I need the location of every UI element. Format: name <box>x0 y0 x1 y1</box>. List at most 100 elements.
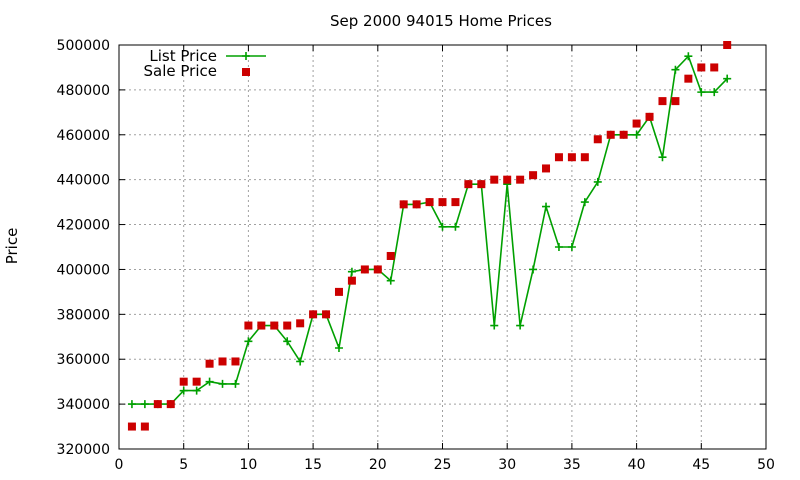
y-tick-label: 500000 <box>57 38 110 54</box>
sale-price-point <box>140 422 149 431</box>
list-price-point <box>283 337 292 346</box>
y-tick-label: 460000 <box>57 128 110 144</box>
list-price-point <box>334 344 343 352</box>
sale-price-point <box>645 112 654 121</box>
sale-price-point <box>270 321 279 330</box>
y-tick-label: 480000 <box>57 83 110 99</box>
sale-price-point <box>671 97 680 106</box>
list-price-point <box>529 265 538 274</box>
y-tick-label: 320000 <box>57 442 110 458</box>
sale-price-point <box>309 310 318 319</box>
sale-price-point <box>451 198 460 207</box>
legend-symbol-list-price <box>226 52 266 60</box>
list-price-point <box>438 222 447 231</box>
sale-price-point <box>153 400 162 409</box>
sale-price-point <box>554 153 563 162</box>
sale-price-point <box>632 119 641 128</box>
list-price-point <box>127 400 136 409</box>
sale-price-point <box>619 130 628 139</box>
sale-price-point <box>723 41 732 49</box>
sale-price-point <box>322 310 331 319</box>
sale-price-point <box>399 200 408 209</box>
sale-price-point <box>166 400 175 409</box>
x-tick-label: 5 <box>179 457 188 473</box>
sale-price-point <box>360 265 369 274</box>
x-tick-label: 35 <box>563 457 581 473</box>
legend-label-sale-price: Sale Price <box>144 62 217 80</box>
list-price-point <box>451 222 460 231</box>
sale-price-point <box>283 321 292 330</box>
list-price-point <box>593 177 602 186</box>
axis-ticks <box>118 44 767 450</box>
list-price-point <box>684 52 693 61</box>
chart-title: Sep 2000 94015 Home Prices <box>330 12 552 30</box>
sale-price-point <box>529 171 538 180</box>
list-price-point <box>192 386 201 395</box>
sale-price-point <box>580 153 589 162</box>
list-price-point <box>697 88 706 97</box>
y-tick-label: 380000 <box>57 307 110 323</box>
series-sale-price <box>127 41 732 431</box>
y-tick-labels: 320000 340000 360000 380000 400000 420000 4400… <box>57 38 110 458</box>
sale-price-point <box>179 377 188 386</box>
list-price-point <box>347 267 356 276</box>
list-price-point <box>580 198 589 207</box>
x-tick-label: 25 <box>434 457 452 473</box>
sale-price-point <box>542 164 551 173</box>
sale-price-point <box>386 251 395 260</box>
sale-price-point <box>593 135 602 144</box>
sale-price-point <box>425 198 434 207</box>
x-tick-label: 15 <box>304 457 322 473</box>
sale-price-point <box>503 175 512 184</box>
sale-price-point <box>231 357 240 366</box>
x-tick-label: 50 <box>757 457 775 473</box>
sale-price-point <box>347 276 356 285</box>
y-tick-label: 400000 <box>57 262 110 278</box>
x-tick-label: 45 <box>692 457 710 473</box>
sale-price-point <box>658 97 667 106</box>
sale-price-point <box>412 200 421 209</box>
list-price-point <box>554 243 563 251</box>
sale-price-point <box>334 287 343 296</box>
sale-price-point <box>296 319 305 328</box>
sale-price-point <box>490 175 499 184</box>
sale-price-point <box>205 359 214 368</box>
legend: List Price Sale Price <box>144 47 266 80</box>
series-line-list-price <box>131 54 728 405</box>
y-tick-label: 360000 <box>57 352 110 368</box>
list-price-point <box>658 153 667 162</box>
sale-price-point <box>710 63 719 72</box>
list-price-point <box>218 379 227 388</box>
y-axis-label: Price <box>3 228 21 265</box>
x-tick-label: 30 <box>498 457 516 473</box>
list-price-point <box>710 88 719 97</box>
sale-price-point <box>684 74 693 83</box>
list-price-point <box>542 202 551 211</box>
list-price-point <box>490 321 499 330</box>
list-price-point <box>231 379 240 388</box>
y-tick-label: 420000 <box>57 218 110 234</box>
x-tick-label: 40 <box>628 457 646 473</box>
list-price-point <box>516 321 525 330</box>
list-price-point <box>140 400 149 409</box>
sale-price-point <box>244 321 253 330</box>
sale-price-point <box>257 321 266 330</box>
x-tick-label: 10 <box>239 457 257 473</box>
sale-price-point <box>218 357 227 366</box>
list-price-point <box>386 276 395 285</box>
grid-lines <box>119 45 766 449</box>
list-price-point <box>632 130 641 139</box>
y-tick-label: 340000 <box>57 397 110 413</box>
sale-price-point <box>697 63 706 72</box>
legend-label-list-price: List Price <box>149 47 217 65</box>
legend-square <box>242 68 250 76</box>
sale-price-point <box>373 265 382 274</box>
list-price-point <box>244 337 253 346</box>
x-tick-label: 0 <box>115 457 124 473</box>
sale-price-point <box>606 130 615 139</box>
x-tick-label: 20 <box>369 457 387 473</box>
sale-price-point <box>516 175 525 184</box>
sale-price-point <box>477 180 486 189</box>
list-price-point <box>567 243 576 251</box>
